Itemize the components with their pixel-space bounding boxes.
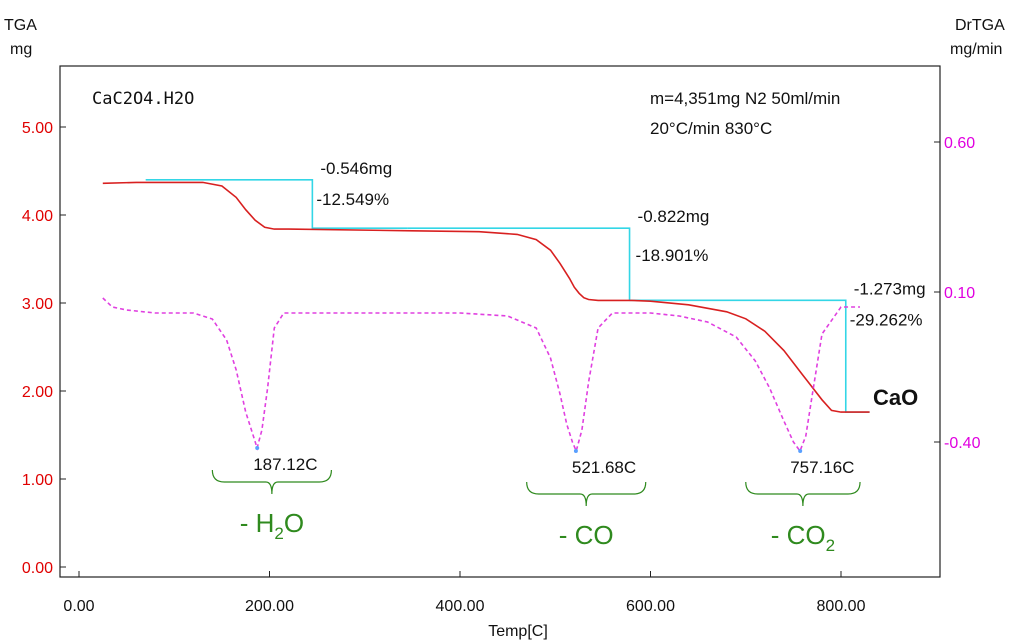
tga-series-line	[102, 181, 870, 413]
step-percent: -29.262%	[850, 310, 923, 329]
peak-label: 187.12C	[253, 455, 317, 474]
loss-label-main: - H	[240, 508, 275, 538]
step-line	[145, 179, 408, 229]
left-axis-title: TGA	[4, 17, 37, 34]
step-line	[629, 299, 870, 413]
loss-annotations: - H2O - CO - CO2	[211, 469, 861, 555]
loss-label: - H2O	[240, 508, 304, 543]
loss-label-main: - CO	[771, 520, 826, 550]
product-label: CaO	[873, 385, 918, 410]
step-percent: -18.901%	[636, 246, 709, 265]
peak-marker	[255, 446, 260, 450]
loss-label: - CO	[559, 520, 614, 550]
left-axis-unit: mg	[10, 41, 32, 58]
left-tick-label: 4.00	[22, 208, 53, 225]
loss-label-subscript: 2	[826, 536, 835, 555]
left-tick-label: 0.00	[22, 560, 53, 577]
loss-brace	[526, 481, 647, 507]
step-mass-loss: -0.546mg	[320, 159, 392, 178]
left-tick-label: 2.00	[22, 384, 53, 401]
right-axis-title: DrTGA	[955, 17, 1005, 34]
sample-label: CaC2O4.H2O	[92, 89, 194, 109]
x-tick-label: 0.00	[63, 598, 94, 615]
right-tick-label: -0.40	[944, 435, 981, 452]
conditions-line-2: 20°C/min 830°C	[650, 119, 772, 138]
peak-marker	[798, 449, 803, 453]
loss-brace	[211, 469, 333, 495]
right-axis-unit: mg/min	[950, 41, 1002, 58]
right-tick-label: 0.60	[944, 135, 975, 152]
step-mass-loss: -1.273mg	[854, 279, 926, 298]
peak-label: 521.68C	[572, 458, 636, 477]
plot-frame	[59, 65, 941, 578]
right-tick-label: 0.10	[944, 285, 975, 302]
step-percent: -12.549%	[316, 190, 389, 209]
step-labels: -0.546mg -12.549% -0.822mg -18.901% -1.273mg…	[316, 159, 925, 330]
x-axis-title: Temp[C]	[488, 623, 548, 640]
loss-brace	[745, 481, 861, 507]
x-tick-label: 800.00	[817, 598, 866, 615]
left-tick-label: 3.00	[22, 296, 53, 313]
step-lines	[145, 179, 870, 413]
series-group	[102, 181, 870, 454]
x-tick-label: 400.00	[436, 598, 485, 615]
peak-label: 757.16C	[790, 458, 854, 477]
right-axis-ticks: 0.60 0.10 -0.40	[934, 135, 981, 452]
left-tick-label: 1.00	[22, 472, 53, 489]
peak-labels: 187.12C 521.68C 757.16C	[253, 446, 854, 477]
left-axis-ticks: 5.00 4.00 3.00 2.00 1.00 0.00	[22, 120, 66, 577]
peak-marker	[573, 449, 578, 453]
left-tick-label: 5.00	[22, 120, 53, 137]
drtga-series-line	[102, 297, 860, 454]
step-mass-loss: -0.822mg	[638, 207, 710, 226]
x-tick-label: 200.00	[245, 598, 294, 615]
loss-label: - CO2	[771, 520, 835, 555]
loss-label-tail: O	[284, 508, 304, 538]
loss-label-subscript: 2	[274, 524, 283, 543]
x-tick-label: 600.00	[626, 598, 675, 615]
loss-label-main: - CO	[559, 520, 614, 550]
x-axis-ticks: 0.00 200.00 400.00 600.00 800.00	[63, 571, 866, 615]
conditions-line-1: m=4,351mg N2 50ml/min	[650, 89, 840, 108]
step-line	[407, 227, 631, 301]
